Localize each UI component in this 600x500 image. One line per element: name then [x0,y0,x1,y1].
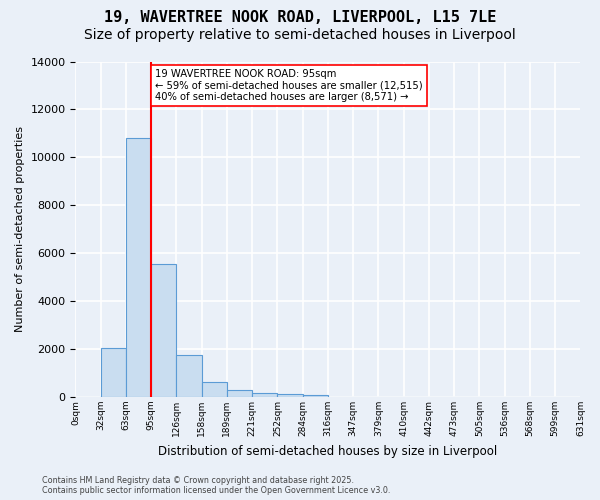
Bar [302,395,328,397]
Y-axis label: Number of semi-detached properties: Number of semi-detached properties [15,126,25,332]
Bar [126,138,151,397]
Bar [151,264,176,397]
X-axis label: Distribution of semi-detached houses by size in Liverpool: Distribution of semi-detached houses by … [158,444,497,458]
Bar [277,394,302,397]
Text: 19 WAVERTREE NOOK ROAD: 95sqm
← 59% of semi-detached houses are smaller (12,515): 19 WAVERTREE NOOK ROAD: 95sqm ← 59% of s… [155,68,422,102]
Bar [202,382,227,397]
Bar [176,355,202,397]
Bar [101,348,126,397]
Bar [252,392,277,397]
Text: 19, WAVERTREE NOOK ROAD, LIVERPOOL, L15 7LE: 19, WAVERTREE NOOK ROAD, LIVERPOOL, L15 … [104,10,496,25]
Text: Contains HM Land Registry data © Crown copyright and database right 2025.
Contai: Contains HM Land Registry data © Crown c… [42,476,391,495]
Bar [227,390,252,397]
Text: Size of property relative to semi-detached houses in Liverpool: Size of property relative to semi-detach… [84,28,516,42]
